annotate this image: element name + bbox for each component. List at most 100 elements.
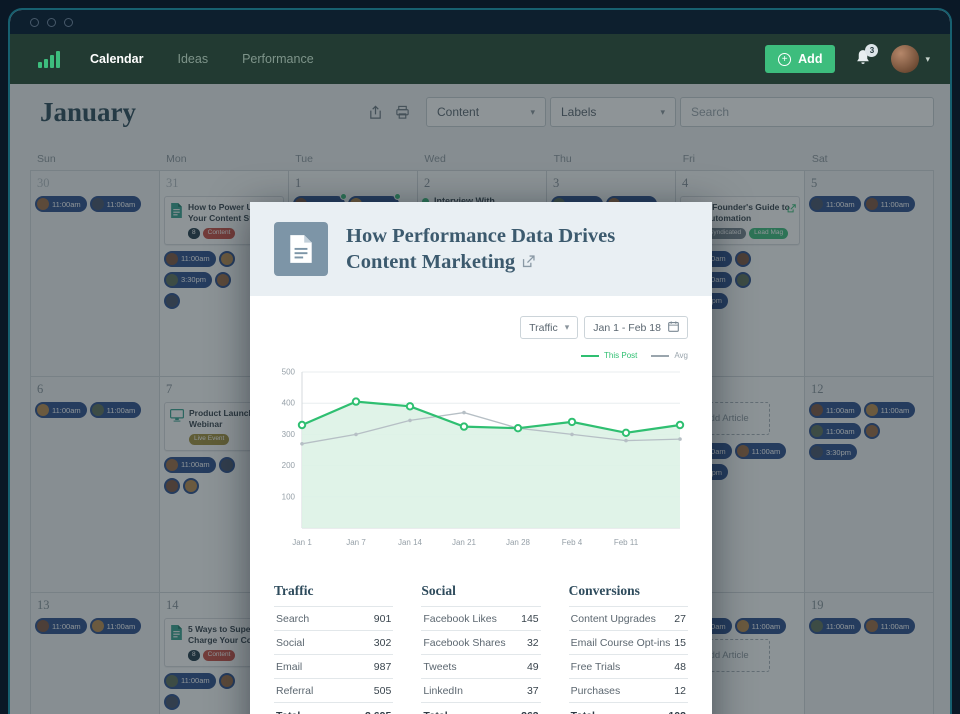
chart-controls: Traffic ▾ Jan 1 - Feb 18	[274, 316, 688, 339]
stats-row-value: 145	[521, 612, 539, 625]
stats-row-label: Facebook Shares	[423, 636, 506, 649]
app-logo-icon	[38, 50, 60, 68]
chart-legend: This Post Avg	[274, 351, 688, 360]
stats-row-value: 12	[674, 684, 686, 697]
legend-line	[581, 354, 600, 357]
stats-table: Traffic Search 901 Social 302 Email 987 Referra…	[274, 583, 394, 714]
svg-text:500: 500	[282, 368, 296, 377]
stats-row-label: Search	[276, 612, 310, 625]
stats-row: Free Trials 48	[568, 655, 688, 679]
stats-table: Social Facebook Likes 145 Facebook Shares 32…	[421, 583, 541, 714]
stats-tables: Traffic Search 901 Social 302 Email 987 Referra…	[274, 583, 688, 714]
stats-row: Social 302	[274, 631, 394, 655]
stats-row-value: 32	[526, 636, 539, 649]
notifications-button[interactable]: 3	[855, 43, 879, 70]
stats-row-label: LinkedIn	[423, 684, 464, 697]
stats-total-label: Total	[276, 710, 300, 714]
window-control-icon[interactable]	[30, 17, 39, 27]
app-window: Calendar Ideas Performance + Add 3 ▾ Janua…	[8, 8, 952, 714]
top-navbar: Calendar Ideas Performance + Add 3 ▾	[10, 34, 950, 84]
stats-row-label: Free Trials	[570, 660, 621, 673]
stats-row-value: 27	[674, 612, 686, 625]
stats-row-value: 15	[674, 636, 686, 649]
svg-text:Jan 7: Jan 7	[346, 538, 366, 547]
stats-row-value: 901	[373, 612, 392, 625]
stats-row-value: 505	[373, 684, 392, 697]
stats-total-row: Total 2,695	[274, 703, 393, 714]
chevron-down-icon: ▾	[564, 322, 570, 332]
svg-text:Jan 21: Jan 21	[452, 538, 477, 547]
date-range-picker[interactable]: Jan 1 - Feb 18	[584, 316, 688, 339]
svg-text:100: 100	[282, 492, 296, 501]
metric-select-value: Traffic	[529, 321, 558, 334]
nav-item-performance[interactable]: Performance	[242, 52, 314, 66]
stats-total-row: Total 102	[569, 703, 688, 714]
modal-title: How Performance Data Drives Content Mark…	[346, 223, 615, 275]
stats-row: Tweets 49	[421, 655, 541, 679]
calendar-view: January Content ▾ Labels ▾ SunMonTueWedT…	[10, 84, 950, 714]
window-control-icon[interactable]	[64, 17, 73, 27]
metric-select[interactable]: Traffic ▾	[520, 316, 579, 339]
window-titlebar	[10, 10, 950, 34]
stats-row: Facebook Likes 145	[421, 607, 541, 631]
stats-row: Email 987	[274, 655, 394, 679]
stats-row-value: 987	[373, 660, 392, 673]
stats-table: Conversions Content Upgrades 27 Email Cours…	[568, 583, 688, 714]
nav-right-group: + Add 3 ▾	[765, 43, 930, 73]
stats-row-label: Purchases	[570, 684, 621, 697]
external-link-icon[interactable]	[522, 249, 535, 275]
user-menu[interactable]: ▾	[891, 45, 930, 73]
stats-row: Search 901	[274, 607, 394, 631]
modal-header: How Performance Data Drives Content Mark…	[250, 202, 712, 296]
stats-row-label: Referral	[276, 684, 314, 697]
stats-total-row: Total 263	[421, 703, 540, 714]
stats-row-label: Email	[276, 660, 303, 673]
add-button[interactable]: + Add	[765, 45, 836, 73]
svg-text:Jan 1: Jan 1	[292, 538, 312, 547]
stats-total-value: 2,695	[365, 710, 391, 714]
stats-row: Facebook Shares 32	[421, 631, 541, 655]
modal-title-line2: Content Marketing	[346, 251, 516, 273]
date-range-value: Jan 1 - Feb 18	[593, 321, 661, 334]
svg-text:Jan 28: Jan 28	[506, 538, 531, 547]
stats-row: Purchases 12	[568, 679, 688, 703]
stats-row-label: Email Course Opt-ins	[570, 636, 671, 649]
stats-row-label: Facebook Likes	[423, 612, 497, 625]
stats-row: Referral 505	[274, 679, 394, 703]
stats-row-label: Content Upgrades	[570, 612, 656, 625]
svg-text:200: 200	[282, 461, 296, 470]
stats-row-value: 37	[526, 684, 539, 697]
svg-text:300: 300	[282, 430, 296, 439]
performance-modal: How Performance Data Drives Content Mark…	[250, 202, 712, 714]
svg-text:400: 400	[282, 399, 296, 408]
performance-chart: 100 200 300 400 500 Jan 1 Jan 7 Jan 14 Jan 21 Jan…	[274, 362, 688, 559]
stats-row-value: 48	[674, 660, 686, 673]
stats-total-value: 263	[521, 710, 539, 714]
stats-table-title: Conversions	[568, 583, 688, 607]
stats-row-label: Social	[276, 636, 305, 649]
stats-row-value: 49	[526, 660, 539, 673]
stats-total-label: Total	[423, 710, 447, 714]
calendar-icon	[668, 320, 679, 335]
window-control-icon[interactable]	[47, 17, 56, 27]
stats-table-title: Traffic	[274, 583, 394, 607]
stats-row: LinkedIn 37	[421, 679, 541, 703]
stats-total-value: 102	[668, 710, 686, 714]
chevron-down-icon: ▾	[925, 53, 930, 64]
stats-row: Content Upgrades 27	[568, 607, 688, 631]
user-avatar	[891, 45, 920, 73]
legend-line	[651, 354, 670, 357]
stats-row: Email Course Opt-ins 15	[568, 631, 688, 655]
modal-title-line1: How Performance Data Drives	[346, 224, 616, 247]
stats-table-title: Social	[421, 583, 541, 607]
svg-text:Feb 4: Feb 4	[562, 538, 583, 547]
svg-text:Jan 14: Jan 14	[398, 538, 423, 547]
legend-item: This Post	[581, 351, 637, 360]
add-button-label: Add	[798, 52, 823, 66]
notification-badge: 3	[865, 43, 879, 57]
nav-item-calendar[interactable]: Calendar	[90, 52, 144, 66]
nav-item-ideas[interactable]: Ideas	[177, 52, 209, 66]
stats-total-label: Total	[571, 710, 595, 714]
document-icon	[274, 222, 328, 276]
legend-label: This Post	[604, 351, 638, 360]
